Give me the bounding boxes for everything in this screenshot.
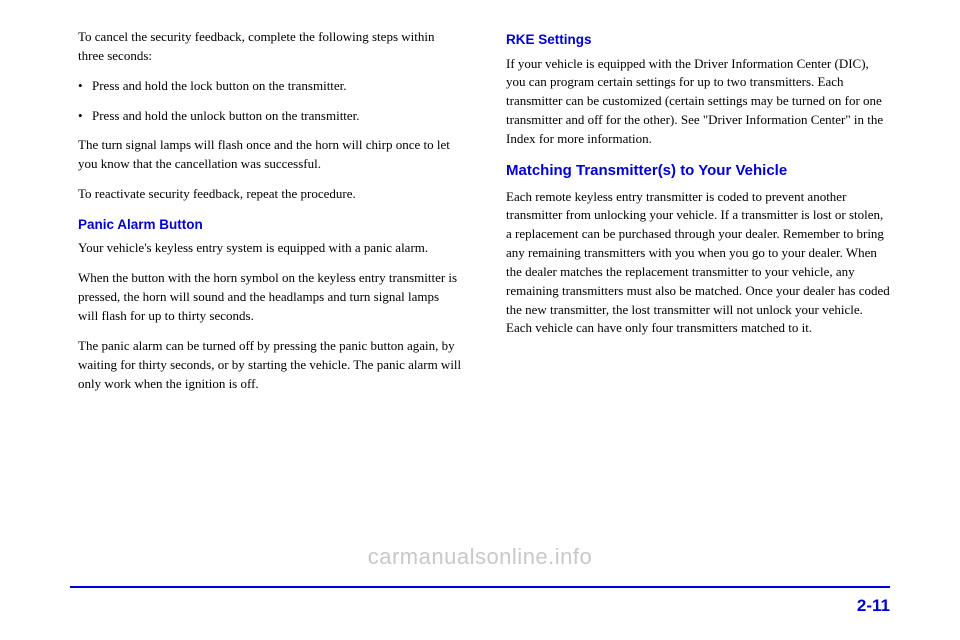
bullet-marker: • bbox=[78, 107, 92, 126]
body-text: To cancel the security feedback, complet… bbox=[78, 28, 462, 66]
body-text: The panic alarm can be turned off by pre… bbox=[78, 337, 462, 394]
manual-page: To cancel the security feedback, complet… bbox=[0, 0, 960, 640]
body-text: If your vehicle is equipped with the Dri… bbox=[506, 55, 890, 149]
body-text: Each remote keyless entry transmitter is… bbox=[506, 188, 890, 339]
heading-rke-settings: RKE Settings bbox=[506, 30, 890, 50]
bullet-item: • Press and hold the lock button on the … bbox=[78, 77, 462, 96]
heading-matching-transmitters: Matching Transmitter(s) to Your Vehicle bbox=[506, 160, 890, 182]
page-number: 2-11 bbox=[857, 596, 890, 616]
left-column: To cancel the security feedback, complet… bbox=[78, 28, 462, 568]
right-column: RKE Settings If your vehicle is equipped… bbox=[506, 28, 890, 568]
body-text: When the button with the horn symbol on … bbox=[78, 269, 462, 326]
bullet-text: Press and hold the unlock button on the … bbox=[92, 107, 462, 126]
body-text: The turn signal lamps will flash once an… bbox=[78, 136, 462, 174]
heading-panic-alarm: Panic Alarm Button bbox=[78, 215, 462, 235]
bullet-item: • Press and hold the unlock button on th… bbox=[78, 107, 462, 126]
body-text: To reactivate security feedback, repeat … bbox=[78, 185, 462, 204]
footer-rule bbox=[70, 586, 890, 588]
bullet-marker: • bbox=[78, 77, 92, 96]
two-column-layout: To cancel the security feedback, complet… bbox=[78, 28, 890, 568]
body-text: Your vehicle's keyless entry system is e… bbox=[78, 239, 462, 258]
bullet-text: Press and hold the lock button on the tr… bbox=[92, 77, 462, 96]
